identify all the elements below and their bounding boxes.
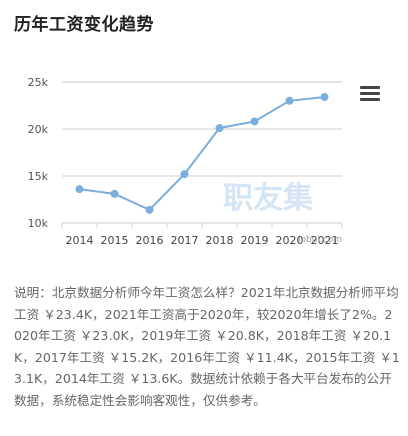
chart-menu-icon[interactable] xyxy=(360,86,380,102)
series-line xyxy=(79,96,325,212)
data-point xyxy=(250,117,259,126)
data-point xyxy=(320,93,329,102)
watermark-url: jobui.com xyxy=(297,235,342,245)
description-text: 说明：北京数据分析师今年工资怎么样？2021年北京数据分析师平均工资 ￥23.4… xyxy=(14,285,400,408)
chart-svg: 10k 15k 20k 25k 2014 2015 2016 2017 2018 2019 2020… xyxy=(28,76,343,247)
x-tick-label: 2021 xyxy=(311,234,339,247)
y-tick-label: 15k xyxy=(28,170,49,183)
x-tick-label: 2019 xyxy=(241,234,269,247)
x-tick-label: 2017 xyxy=(171,234,199,247)
y-tick-label: 20k xyxy=(28,123,49,136)
y-tick-label: 25k xyxy=(28,76,49,89)
x-tick-label: 2015 xyxy=(101,234,129,247)
x-tick-label: 2016 xyxy=(136,234,164,247)
page-title: 历年工资变化趋势 xyxy=(14,15,154,35)
data-point xyxy=(110,189,119,198)
data-point xyxy=(180,170,189,179)
watermark-text: 职友集 xyxy=(223,181,314,216)
data-point xyxy=(75,185,84,194)
data-point xyxy=(145,205,154,214)
data-point xyxy=(285,96,294,105)
salary-trend-chart: 10k 15k 20k 25k 2014 2015 2016 2017 2018 2019 2020… xyxy=(0,58,408,258)
y-tick-label: 10k xyxy=(28,217,49,230)
x-tick-label: 2018 xyxy=(206,234,234,247)
x-tick-label: 2014 xyxy=(66,234,94,247)
x-tick-label: 2020 xyxy=(276,234,304,247)
data-point xyxy=(215,124,224,133)
